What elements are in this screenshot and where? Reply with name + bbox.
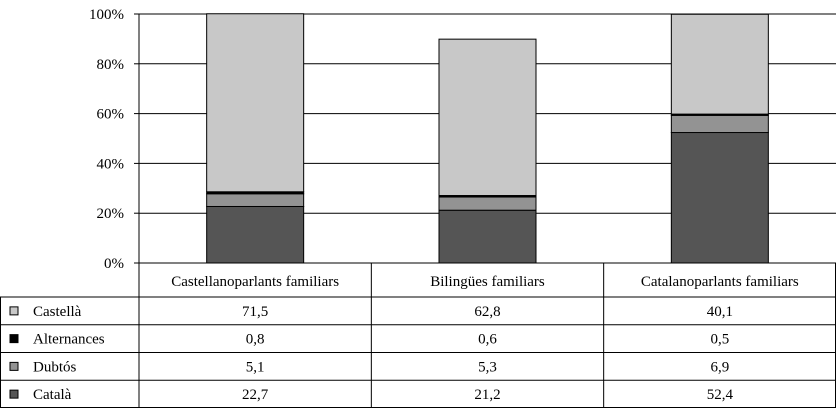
y-tick-label: 40% [97, 156, 125, 172]
bar-segment [206, 13, 305, 193]
y-tick-label: 80% [97, 57, 125, 73]
legend-swatch [9, 389, 19, 399]
y-tick-label: 0% [104, 256, 124, 272]
bar-segment [206, 205, 305, 264]
y-tick-label: 20% [97, 206, 125, 222]
category-label: Bilingües familiars [430, 274, 545, 290]
bar-segment [438, 209, 537, 264]
data-label: 52,4 [707, 387, 734, 403]
legend-swatch [9, 306, 19, 316]
legend-swatch [9, 361, 19, 371]
y-tick-label: 60% [97, 107, 125, 123]
y-axis: 0% 20% 40% 60% 80% 100% [89, 7, 140, 272]
data-label: 0,6 [478, 332, 497, 348]
bar-segment [438, 38, 537, 197]
bar-segment [670, 114, 769, 134]
y-tick-label: 100% [89, 7, 124, 23]
series-label: Dubtós [33, 359, 77, 375]
series-label: Català [33, 387, 72, 403]
bar-segment [670, 132, 769, 264]
bar-segment [206, 193, 305, 207]
data-label: 5,1 [246, 359, 265, 375]
data-label: 21,2 [474, 387, 500, 403]
data-label: 40,1 [707, 304, 733, 320]
category-label: Catalanoparlants familiars [641, 274, 799, 290]
data-label: 62,8 [474, 304, 500, 320]
data-label: 6,9 [710, 359, 729, 375]
bar-segment [438, 196, 537, 211]
data-label: 0,8 [246, 332, 265, 348]
series-label: Alternances [33, 332, 105, 348]
category-label: Castellanoparlants familiars [171, 274, 339, 290]
bars [206, 13, 769, 264]
data-label: 5,3 [478, 359, 497, 375]
data-label: 22,7 [242, 387, 269, 403]
bar-segment [670, 13, 769, 115]
data-label: 0,5 [710, 332, 729, 348]
data-label: 71,5 [242, 304, 268, 320]
series-label: Castellà [33, 304, 82, 320]
data-table: Castellanoparlants familiars Bilingües fa… [0, 262, 836, 408]
legend-swatch [9, 334, 19, 344]
